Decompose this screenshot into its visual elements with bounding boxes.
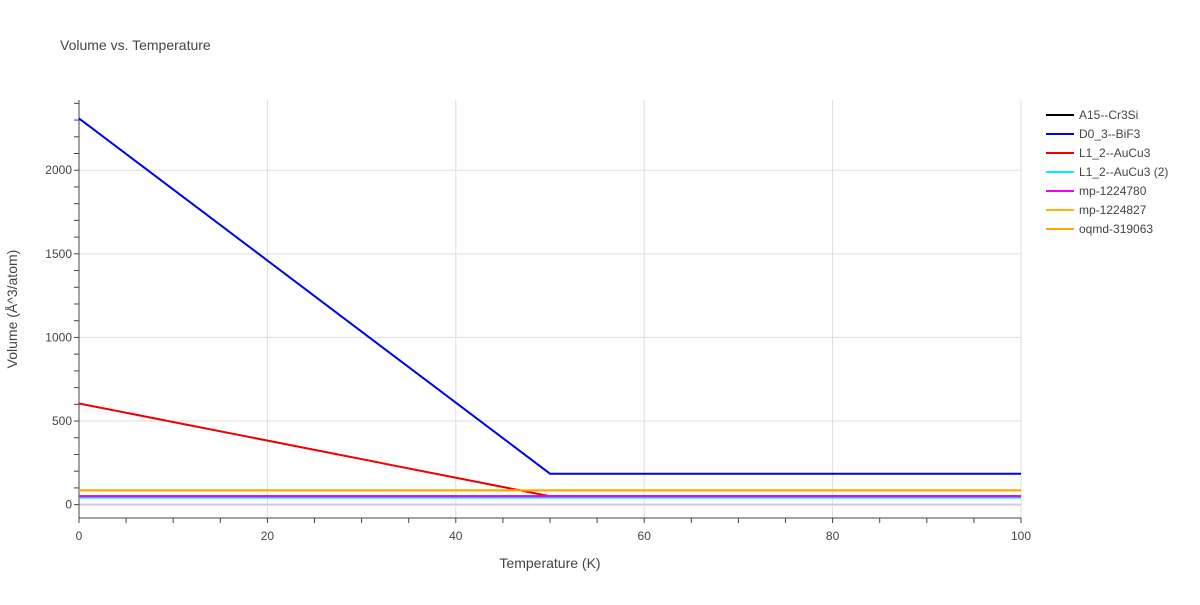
x-tick-label: 60 (638, 529, 652, 543)
x-tick-label: 20 (261, 529, 275, 543)
series-layer (78, 117, 1021, 499)
x-tick-label: 80 (826, 529, 840, 543)
y-tick-label: 2000 (45, 163, 72, 177)
y-axis-title: Volume (Å^3/atom) (4, 250, 20, 369)
series-line-d0-3-bif3 (78, 117, 1021, 475)
x-axis-title: Temperature (K) (499, 555, 600, 571)
x-tick-label: 0 (76, 529, 83, 543)
y-tick-label: 1500 (45, 247, 72, 261)
legend-label-l1-2-aucu3: L1_2--AuCu3 (1079, 146, 1151, 160)
legend: A15--Cr3Si D0_3--BiF3 L1_2--AuCu3 L1_2--AuC… (1046, 108, 1168, 236)
legend-label-mp-1224780: mp-1224780 (1079, 184, 1147, 198)
chart-title: Volume vs. Temperature (60, 37, 211, 53)
x-tick-label: 100 (1011, 529, 1031, 543)
legend-label-d0-3-bif3: D0_3--BiF3 (1079, 127, 1141, 141)
y-tick-label: 500 (52, 414, 72, 428)
legend-label-oqmd-319063: oqmd-319063 (1079, 222, 1153, 236)
x-tick-label: 40 (449, 529, 463, 543)
legend-label-a15-cr3si: A15--Cr3Si (1079, 108, 1138, 122)
legend-label-mp-1224827: mp-1224827 (1079, 203, 1147, 217)
legend-label-l1-2-aucu3-2: L1_2--AuCu3 (2) (1079, 165, 1168, 179)
y-tick-label: 0 (65, 498, 72, 512)
grid (79, 100, 1022, 518)
y-tick-label: 1000 (45, 330, 72, 344)
series-line-l1-2-aucu3 (78, 402, 1021, 498)
